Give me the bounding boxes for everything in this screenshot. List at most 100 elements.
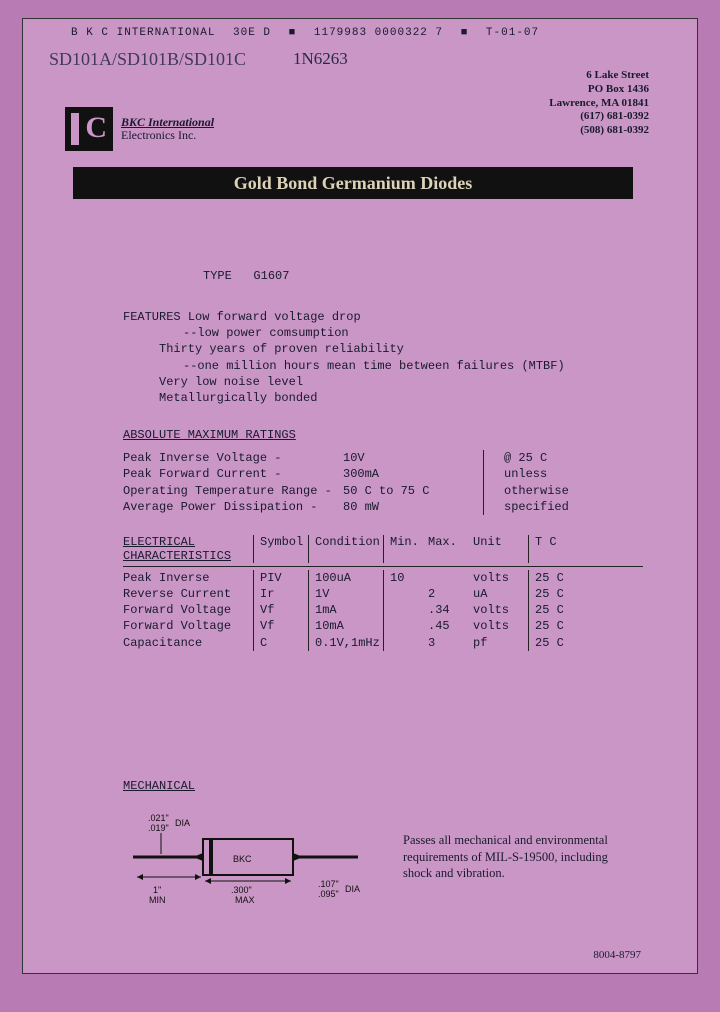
mech-header: MECHANICAL	[123, 779, 643, 793]
col-symbol: Symbol	[253, 535, 308, 563]
amr-label: Peak Forward Current -	[123, 466, 333, 482]
svg-text:DIA: DIA	[345, 884, 360, 894]
elec-row: Reverse CurrentIr1V2uA25 C	[123, 586, 643, 602]
features-header: FEATURES	[123, 310, 181, 324]
page-footer-code: 8004-8797	[593, 949, 641, 961]
elec-max	[428, 570, 473, 586]
elec-sym: C	[253, 635, 308, 651]
col-unit: Unit	[473, 535, 528, 563]
elec-sym: Vf	[253, 618, 308, 634]
content-area: TYPE G1607 FEATURES Low forward voltage …	[123, 269, 643, 677]
elec-max: 2	[428, 586, 473, 602]
amr-values-col: 10V 300mA 50 C to 75 C 80 mW	[343, 450, 473, 515]
feature-sub: --one million hours mean time between fa…	[183, 358, 643, 374]
type-label: TYPE	[203, 269, 232, 283]
mech-compliance-text: Passes all mechanical and environmental …	[403, 832, 613, 883]
scan-company: B K C INTERNATIONAL	[71, 27, 215, 39]
type-value: G1607	[253, 269, 289, 283]
elec-label: Forward Voltage	[123, 618, 253, 634]
amr-cond-line: specified	[504, 499, 593, 515]
elec-min	[383, 618, 428, 634]
amr-label: Peak Inverse Voltage -	[123, 450, 333, 466]
svg-text:.021": .021"	[148, 813, 169, 823]
elec-unit: volts	[473, 618, 528, 634]
elec-tc: 25 C	[528, 618, 578, 634]
feature-item: Thirty years of proven reliability	[159, 341, 643, 357]
elec-row: Forward VoltageVf1mA.34volts25 C	[123, 602, 643, 618]
elec-unit: volts	[473, 570, 528, 586]
elec-tc: 25 C	[528, 635, 578, 651]
company-address: 6 Lake Street PO Box 1436 Lawrence, MA 0…	[549, 69, 649, 138]
amr-value: 80 mW	[343, 499, 473, 515]
col-tc: T C	[528, 535, 578, 563]
elec-tc: 25 C	[528, 586, 578, 602]
address-line: PO Box 1436	[549, 83, 649, 97]
elec-label: Reverse Current	[123, 586, 253, 602]
col-min: Min.	[383, 535, 428, 563]
elec-unit: volts	[473, 602, 528, 618]
mechanical-section: MECHANICAL BKC .021" .019" DIA 1" MIN .3…	[123, 779, 643, 907]
diode-body-label: BKC	[233, 854, 252, 864]
elec-tc: 25 C	[528, 570, 578, 586]
elec-min: 10	[383, 570, 428, 586]
amr-cond-line: @ 25 C	[504, 450, 593, 466]
amr-value: 10V	[343, 450, 473, 466]
feature-item: Very low noise level	[159, 374, 643, 390]
elec-hdr-l2: CHARACTERISTICS	[123, 549, 253, 563]
scan-header: B K C INTERNATIONAL 30E D ■ 1179983 0000…	[23, 27, 697, 39]
elec-cond: 10mA	[308, 618, 383, 634]
amr-cond-line: unless	[504, 466, 593, 482]
feature-sub: --low power comsumption	[183, 325, 643, 341]
amr-table: Peak Inverse Voltage - Peak Forward Curr…	[123, 450, 643, 515]
svg-text:.019": .019"	[148, 823, 169, 833]
elec-sym: Ir	[253, 586, 308, 602]
elec-min	[383, 602, 428, 618]
elec-hdr-l1: ELECTRICAL	[123, 535, 253, 549]
elec-max: .34	[428, 602, 473, 618]
amr-cond-line: otherwise	[504, 483, 593, 499]
amr-label: Operating Temperature Range -	[123, 483, 333, 499]
company-logo: BKC International Electronics Inc.	[65, 107, 214, 151]
elec-max: .45	[428, 618, 473, 634]
elec-cond: 1mA	[308, 602, 383, 618]
elec-row: CapacitanceC0.1V,1mHz3pf25 C	[123, 635, 643, 651]
elec-sym: Vf	[253, 602, 308, 618]
amr-value: 300mA	[343, 466, 473, 482]
elec-row: Forward VoltageVf10mA .45volts25 C	[123, 618, 643, 634]
logo-text: BKC International Electronics Inc.	[121, 116, 214, 142]
address-line: 6 Lake Street	[549, 69, 649, 83]
amr-value: 50 C to 75 C	[343, 483, 473, 499]
feature-item: Low forward voltage drop	[188, 310, 361, 324]
address-line: (508) 681-0392	[549, 124, 649, 138]
svg-text:MAX: MAX	[235, 895, 255, 905]
amr-label: Average Power Dissipation -	[123, 499, 333, 515]
svg-text:.300": .300"	[231, 885, 252, 895]
elec-unit: uA	[473, 586, 528, 602]
svg-text:.095": .095"	[318, 889, 339, 899]
elec-min	[383, 635, 428, 651]
scan-code3: T-01-07	[486, 27, 539, 39]
features-block: FEATURES Low forward voltage drop --low …	[123, 309, 643, 406]
elec-max: 3	[428, 635, 473, 651]
elec-tc: 25 C	[528, 602, 578, 618]
svg-text:MIN: MIN	[149, 895, 166, 905]
address-line: Lawrence, MA 01841	[549, 97, 649, 111]
svg-text:DIA: DIA	[175, 818, 190, 828]
handwritten-part-number-2: 1N6263	[293, 49, 348, 69]
amr-header: ABSOLUTE MAXIMUM RATINGS	[123, 428, 643, 442]
datasheet-page: B K C INTERNATIONAL 30E D ■ 1179983 0000…	[22, 18, 698, 974]
elec-cond: 100uA	[308, 570, 383, 586]
title-bar: Gold Bond Germanium Diodes	[73, 167, 633, 199]
address-line: (617) 681-0392	[549, 110, 649, 124]
elec-label: Peak Inverse	[123, 570, 253, 586]
amr-labels-col: Peak Inverse Voltage - Peak Forward Curr…	[123, 450, 333, 515]
logo-line2: Electronics Inc.	[121, 129, 214, 142]
amr-conditions-col: @ 25 C unless otherwise specified	[483, 450, 593, 515]
handwritten-part-numbers: SD101A/SD101B/SD101C	[49, 49, 246, 70]
type-line: TYPE G1607	[203, 269, 643, 283]
elec-sym: PIV	[253, 570, 308, 586]
svg-text:1": 1"	[153, 885, 161, 895]
logo-icon	[65, 107, 113, 151]
elec-cond: 0.1V,1mHz	[308, 635, 383, 651]
elec-row: Peak InversePIV100uA10 volts25 C	[123, 570, 643, 586]
